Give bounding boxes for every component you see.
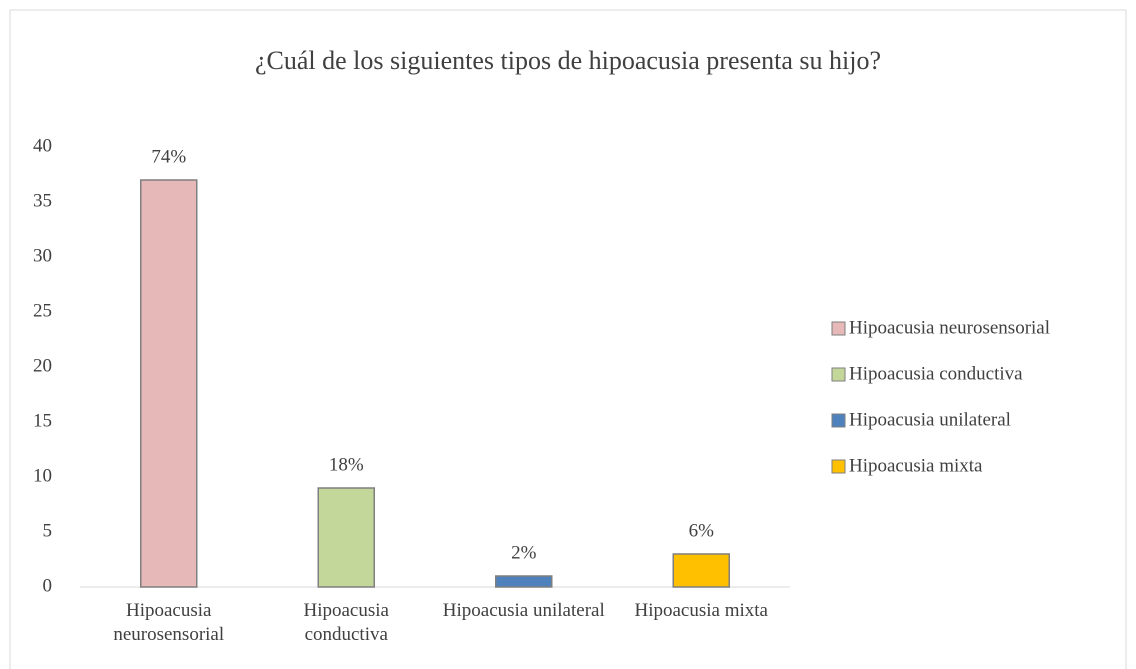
data-label: 18% xyxy=(329,454,364,475)
x-tick-label: Hipoacusia conductiva xyxy=(303,600,389,645)
legend-label: Hipoacusia conductiva xyxy=(849,363,1023,384)
x-tick-label-box: Hipoacusia neurosensorial xyxy=(113,600,225,645)
legend-swatch xyxy=(831,367,846,382)
x-tick-label: Hipoacusia neurosensorial xyxy=(113,600,225,645)
data-label: 74% xyxy=(151,146,186,167)
y-tick-label: 40 xyxy=(33,135,52,156)
bar xyxy=(140,179,198,588)
y-tick-label: 15 xyxy=(33,410,52,431)
legend-label: Hipoacusia unilateral xyxy=(849,409,1011,430)
x-tick-label-box: Hipoacusia conductiva xyxy=(303,600,389,645)
y-tick-label: 5 xyxy=(43,520,53,541)
data-label: 2% xyxy=(511,542,537,563)
x-tick-label-box: Hipoacusia mixta xyxy=(634,600,769,621)
legend-swatch xyxy=(831,459,846,474)
y-tick-label: 20 xyxy=(33,355,52,376)
legend-label: Hipoacusia mixta xyxy=(849,455,983,476)
chart-title: ¿Cuál de los siguientes tipos de hipoacu… xyxy=(255,46,881,75)
x-tick-label: Hipoacusia unilateral xyxy=(442,600,605,621)
bar xyxy=(672,553,730,588)
y-tick-label: 35 xyxy=(33,190,52,211)
legend-swatch xyxy=(831,413,846,428)
legend-swatch xyxy=(831,321,846,336)
y-tick-label: 0 xyxy=(43,575,53,596)
y-tick-label: 10 xyxy=(33,465,52,486)
y-tick-label: 30 xyxy=(33,245,52,266)
bar xyxy=(495,575,553,588)
y-tick-label: 25 xyxy=(33,300,52,321)
x-tick-label-box: Hipoacusia unilateral xyxy=(442,600,605,621)
data-label: 6% xyxy=(689,520,715,541)
x-tick-label: Hipoacusia mixta xyxy=(634,600,769,621)
bar xyxy=(317,487,375,588)
legend-label: Hipoacusia neurosensorial xyxy=(849,317,1050,338)
